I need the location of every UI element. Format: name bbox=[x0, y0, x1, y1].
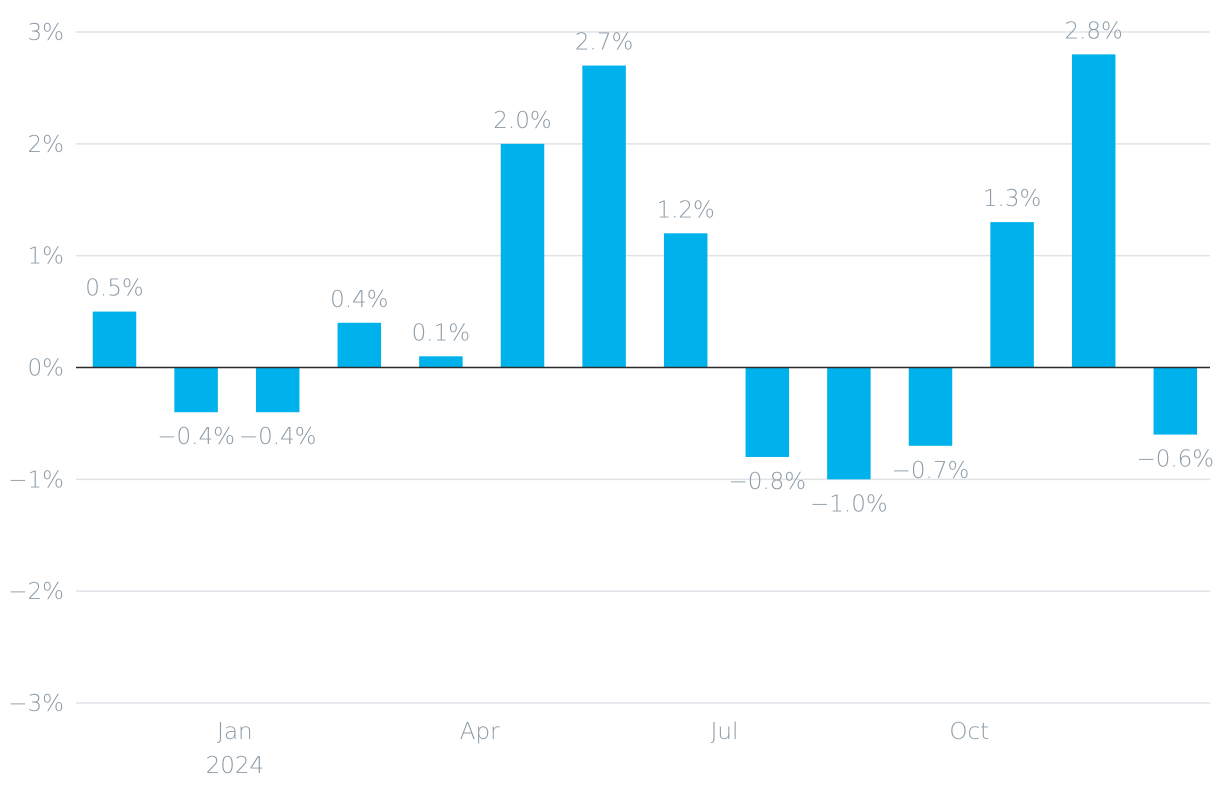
x-tick-label: Jul bbox=[711, 719, 739, 745]
data-label: 1.3% bbox=[983, 186, 1041, 212]
data-label: −0.6% bbox=[1136, 447, 1214, 473]
bar bbox=[990, 222, 1034, 368]
x-tick-label: Apr bbox=[460, 719, 500, 745]
data-label: −0.4% bbox=[157, 424, 235, 450]
data-label: −0.8% bbox=[728, 469, 806, 495]
data-label: −1.0% bbox=[810, 491, 888, 517]
y-tick-label: −3% bbox=[8, 691, 64, 717]
y-tick-label: −1% bbox=[8, 467, 64, 493]
bar bbox=[419, 356, 463, 368]
y-tick-label: 3% bbox=[28, 20, 65, 46]
y-tick-label: 0% bbox=[28, 356, 65, 382]
x-tick-label: Oct bbox=[949, 719, 989, 745]
bar bbox=[337, 322, 382, 368]
gridlines bbox=[76, 31, 1210, 704]
x-tick-sublabel: 2024 bbox=[206, 753, 265, 779]
y-tick-label: 2% bbox=[28, 132, 65, 158]
data-label: 2.8% bbox=[1064, 18, 1122, 44]
bar bbox=[255, 367, 300, 413]
y-tick-label: 1% bbox=[28, 244, 65, 270]
data-label: 2.7% bbox=[575, 30, 633, 56]
bar bbox=[663, 233, 708, 368]
bar bbox=[1071, 54, 1116, 368]
data-label: 0.1% bbox=[412, 320, 470, 346]
y-tick-label: −2% bbox=[8, 579, 64, 605]
data-label: 0.5% bbox=[85, 276, 143, 302]
x-axis-ticks: Jan 2024 Apr Jul Oct bbox=[206, 719, 990, 779]
data-label: 2.0% bbox=[493, 108, 551, 134]
y-axis-ticks: 3% 2% 1% 0% −1% −2% −3% bbox=[8, 20, 64, 717]
bars bbox=[92, 54, 1198, 480]
bar bbox=[582, 65, 626, 368]
bar bbox=[745, 367, 790, 457]
x-tick-label: Jan bbox=[217, 719, 252, 745]
bar bbox=[500, 143, 545, 368]
data-label: 1.2% bbox=[656, 197, 714, 223]
bar bbox=[1153, 367, 1198, 435]
data-label: 0.4% bbox=[330, 287, 388, 313]
data-label: −0.4% bbox=[239, 424, 317, 450]
bar bbox=[92, 311, 137, 368]
bar bbox=[827, 367, 871, 480]
data-labels: 0.5%−0.4% −0.4%0.4%0.1%2.0%2.7%1.2%−0.8%−… bbox=[85, 18, 1214, 517]
bar bbox=[174, 367, 218, 413]
data-label: −0.7% bbox=[892, 458, 970, 484]
bar bbox=[908, 367, 953, 446]
